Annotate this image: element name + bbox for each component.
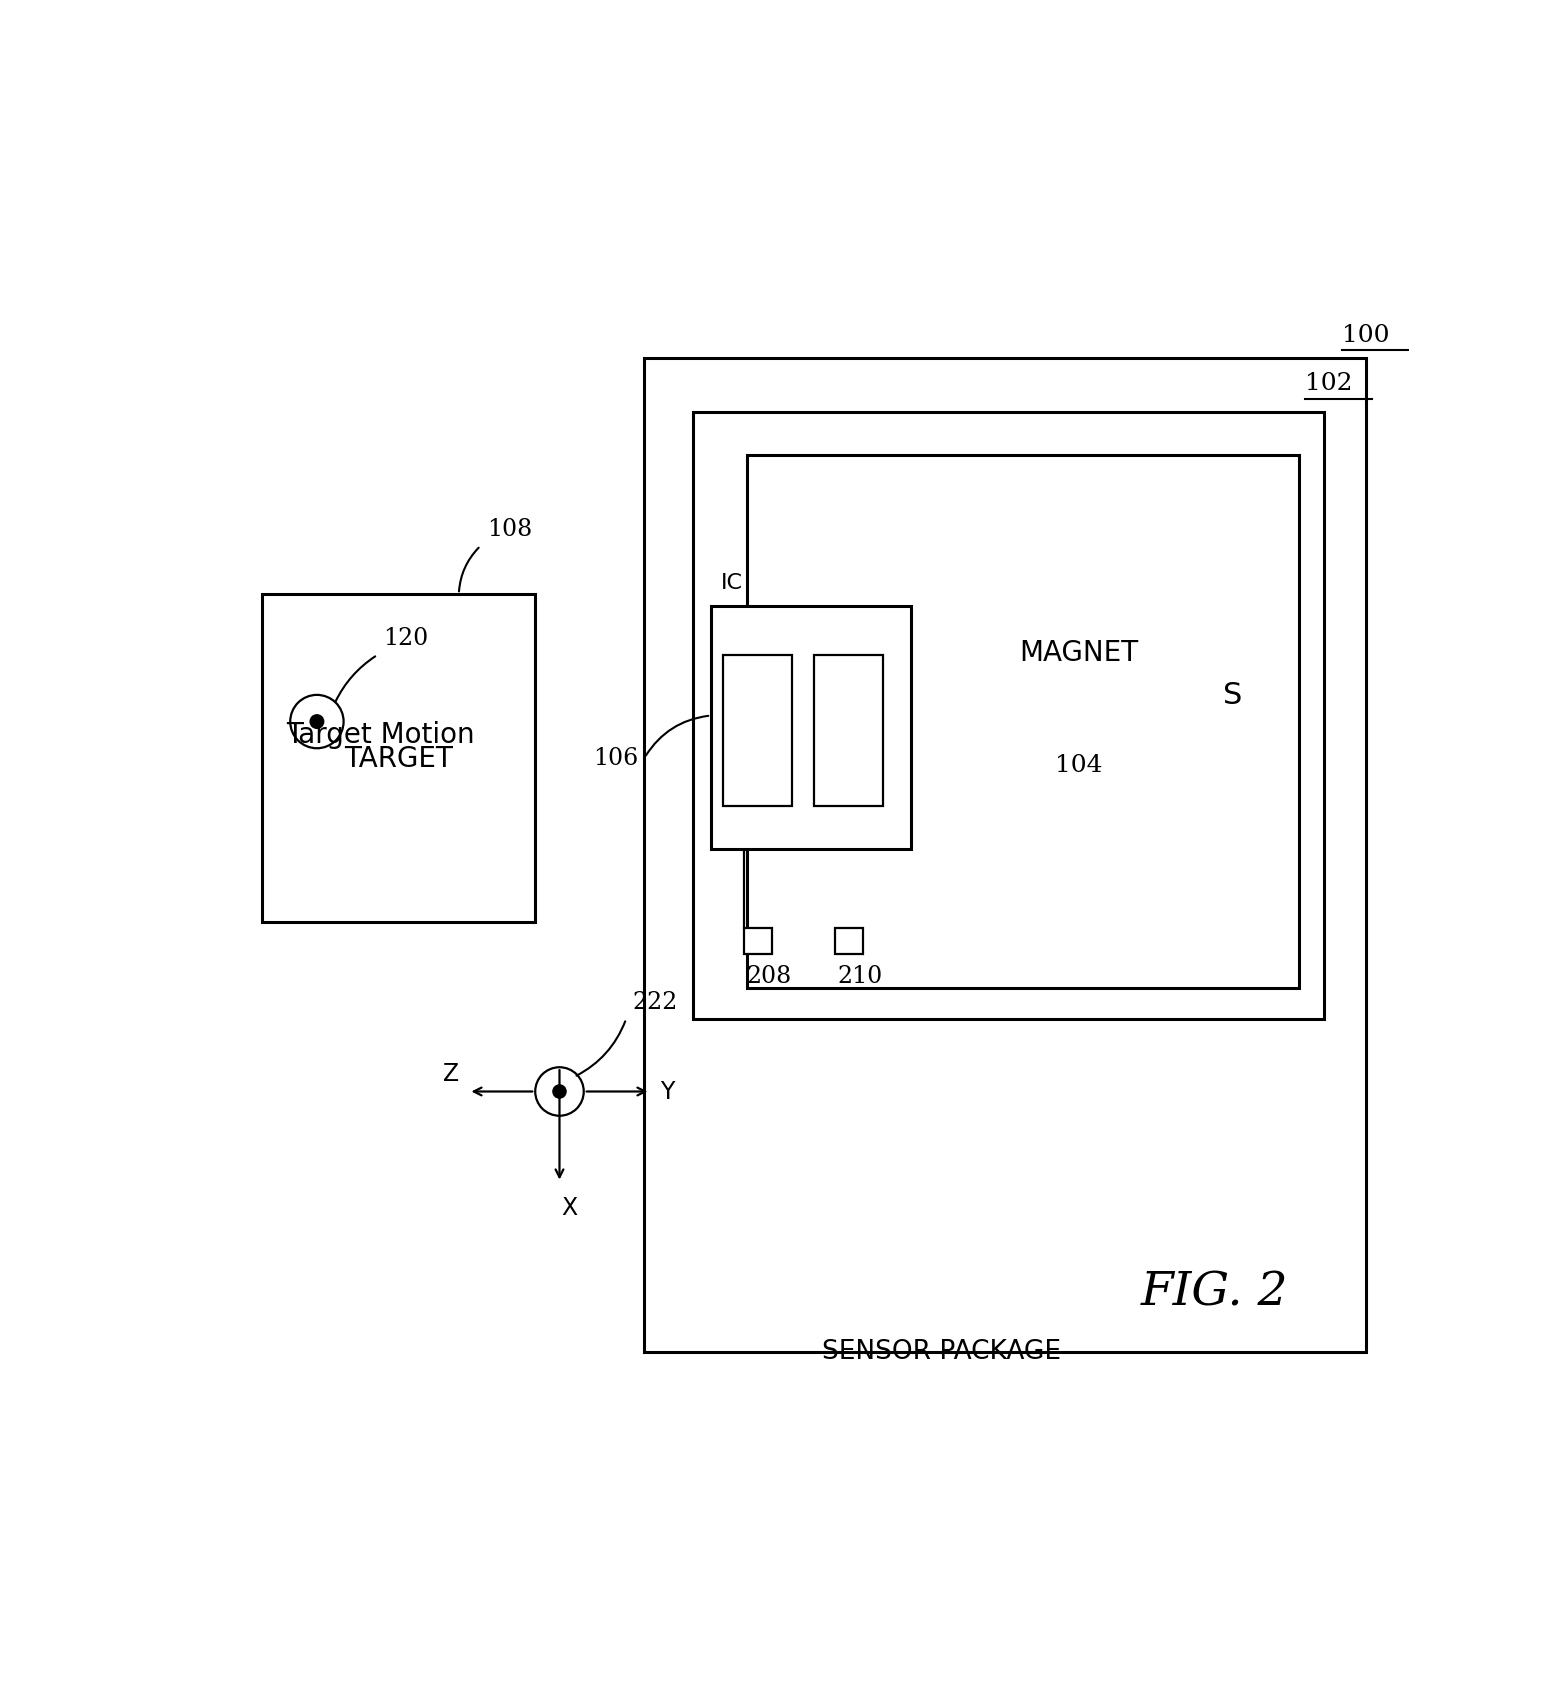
Text: IC: IC bbox=[721, 572, 743, 592]
Text: 210: 210 bbox=[837, 964, 883, 987]
Bar bbox=[645, 358, 1366, 1352]
Circle shape bbox=[552, 1085, 567, 1098]
Text: B: B bbox=[840, 718, 858, 743]
Text: 120: 120 bbox=[383, 626, 429, 649]
Bar bbox=[814, 656, 883, 807]
Text: Y: Y bbox=[660, 1080, 675, 1103]
Text: S: S bbox=[1224, 681, 1243, 710]
Bar bbox=[836, 928, 862, 955]
Text: TARGET: TARGET bbox=[344, 745, 454, 772]
Bar bbox=[723, 656, 792, 807]
Text: 104: 104 bbox=[1055, 754, 1102, 777]
Text: 208: 208 bbox=[747, 964, 792, 987]
Circle shape bbox=[310, 715, 324, 730]
Text: Target Motion: Target Motion bbox=[286, 720, 476, 748]
Text: Z: Z bbox=[443, 1061, 459, 1087]
Text: 102: 102 bbox=[1305, 372, 1352, 395]
Text: 108: 108 bbox=[487, 518, 532, 540]
Bar bbox=[748, 456, 1299, 989]
Text: SENSOR PACKAGE: SENSOR PACKAGE bbox=[822, 1339, 1061, 1364]
Bar bbox=[711, 607, 911, 849]
Bar bbox=[743, 928, 772, 955]
Text: X: X bbox=[562, 1194, 577, 1219]
Text: 222: 222 bbox=[632, 991, 678, 1013]
Bar bbox=[693, 414, 1324, 1019]
Text: A: A bbox=[748, 718, 767, 743]
Text: MAGNET: MAGNET bbox=[1019, 639, 1138, 666]
Text: 100: 100 bbox=[1341, 323, 1390, 346]
Text: 106: 106 bbox=[593, 747, 639, 770]
Bar bbox=[263, 595, 535, 922]
Text: FIG. 2: FIG. 2 bbox=[1141, 1270, 1288, 1314]
